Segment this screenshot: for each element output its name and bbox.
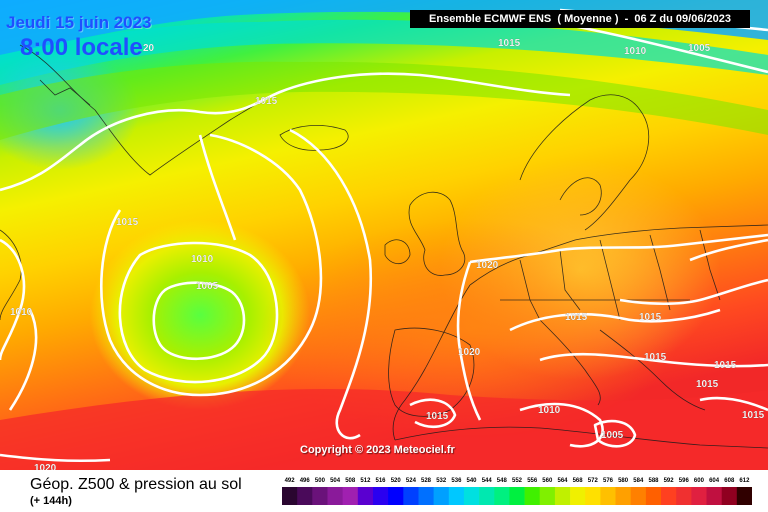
scale-swatch — [676, 487, 692, 505]
isobar-label: 1020 — [458, 347, 481, 358]
scale-swatch — [463, 487, 480, 505]
scale-label: 572 — [588, 478, 599, 484]
isobar-label: 1015 — [498, 38, 521, 49]
isobar-label: 1005 — [601, 430, 624, 441]
scale-swatch — [630, 487, 647, 505]
scale-swatch — [327, 487, 343, 505]
scale-label: 564 — [557, 478, 568, 484]
scale-label: 600 — [694, 478, 705, 484]
weather-map: 20 1015 1010 1005 1015 1015 1010 1005 10… — [0, 0, 768, 470]
scale-label: 596 — [679, 478, 690, 484]
scale-label: 500 — [315, 478, 326, 484]
scale-swatch — [448, 487, 465, 505]
isobar-label: 1010 — [538, 405, 561, 416]
scale-swatch — [691, 487, 707, 505]
isobar-label: 1010 — [191, 254, 214, 265]
scale-label: 536 — [451, 478, 462, 484]
scale-swatch — [524, 487, 541, 505]
isobar-label: 1015 — [696, 379, 719, 390]
scale-label: 508 — [345, 478, 356, 484]
scale-swatch — [645, 487, 662, 505]
forecast-date: Jeudi 15 juin 2023 — [6, 13, 152, 32]
scale-label: 504 — [330, 478, 341, 484]
scale-swatch — [388, 487, 404, 505]
isobar-label: 1015 — [426, 411, 449, 422]
map-title: Géop. Z500 & pression au sol — [30, 476, 242, 493]
scale-swatch — [585, 487, 601, 505]
forecast-time: 8:00 locale — [20, 34, 143, 61]
scale-label: 548 — [497, 478, 508, 484]
scale-swatch — [342, 487, 359, 505]
scale-label: 556 — [527, 478, 538, 484]
scale-swatch — [418, 487, 434, 505]
scale-swatch — [661, 487, 677, 505]
scale-label: 528 — [421, 478, 432, 484]
scale-label: 568 — [573, 478, 584, 484]
isobar-label: 1020 — [476, 260, 499, 271]
scale-swatch — [615, 487, 631, 505]
scale-label: 604 — [709, 478, 720, 484]
scale-label: 540 — [466, 478, 477, 484]
scale-label: 608 — [724, 478, 735, 484]
legend-footer: Géop. Z500 & pression au sol (+ 144h) 49… — [0, 470, 768, 512]
isobar-label: 20 — [143, 43, 155, 54]
isobar-label: 1005 — [196, 281, 219, 292]
isobar-label: 1015 — [565, 312, 588, 323]
scale-label: 544 — [482, 478, 493, 484]
scale-label: 584 — [633, 478, 644, 484]
scale-swatch — [494, 487, 510, 505]
scale-swatch — [736, 487, 752, 505]
scale-swatch — [282, 487, 298, 505]
isobar-label: 1015 — [116, 217, 139, 228]
scale-swatch — [373, 487, 389, 505]
scale-swatch — [554, 487, 571, 505]
scale-label: 576 — [603, 478, 614, 484]
scale-swatch — [706, 487, 722, 505]
scale-label: 512 — [360, 478, 371, 484]
scale-label: 492 — [285, 478, 296, 484]
scale-label: 524 — [406, 478, 417, 484]
scale-swatch — [570, 487, 586, 505]
forecast-range: (+ 144h) — [30, 495, 72, 507]
scale-swatch — [509, 487, 525, 505]
isobar-label: 1015 — [639, 312, 662, 323]
scale-swatch — [479, 487, 495, 505]
scale-label: 612 — [739, 478, 750, 484]
isobar-label: 1020 — [34, 463, 57, 470]
scale-swatch — [357, 487, 374, 505]
scale-swatch — [600, 487, 616, 505]
isobar-label: 1005 — [688, 43, 711, 54]
model-run-header: Ensemble ECMWF ENS ( Moyenne ) - 06 Z du… — [410, 10, 750, 28]
scale-label: 592 — [664, 478, 675, 484]
scale-swatch — [312, 487, 328, 505]
scale-swatch — [539, 487, 556, 505]
scale-swatch — [297, 487, 313, 505]
isobar-label: 1015 — [714, 360, 737, 371]
color-scale: 492 496 500 504 508 512 516 520 524 528 532 536 540 5… — [282, 478, 752, 505]
scale-label: 516 — [375, 478, 386, 484]
isobar-label: 1010 — [10, 307, 33, 318]
scale-label: 560 — [542, 478, 553, 484]
isobar-label: 1015 — [742, 410, 765, 421]
scale-swatch — [403, 487, 419, 505]
scale-label: 520 — [391, 478, 402, 484]
scale-swatch — [433, 487, 450, 505]
scale-label: 580 — [618, 478, 629, 484]
scale-label: 532 — [436, 478, 447, 484]
scale-swatch — [721, 487, 738, 505]
scale-label: 588 — [648, 478, 659, 484]
scale-label: 552 — [512, 478, 523, 484]
isobar-label: 1015 — [255, 96, 278, 107]
isobar-label: 1010 — [624, 46, 647, 57]
copyright-notice: Copyright © 2023 Meteociel.fr — [300, 444, 455, 456]
isobar-label: 1015 — [644, 352, 667, 363]
scale-label: 496 — [300, 478, 311, 484]
